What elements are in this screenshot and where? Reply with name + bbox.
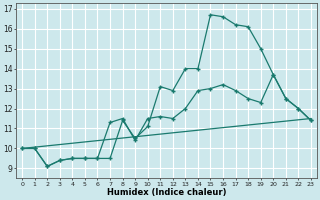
X-axis label: Humidex (Indice chaleur): Humidex (Indice chaleur): [107, 188, 226, 197]
